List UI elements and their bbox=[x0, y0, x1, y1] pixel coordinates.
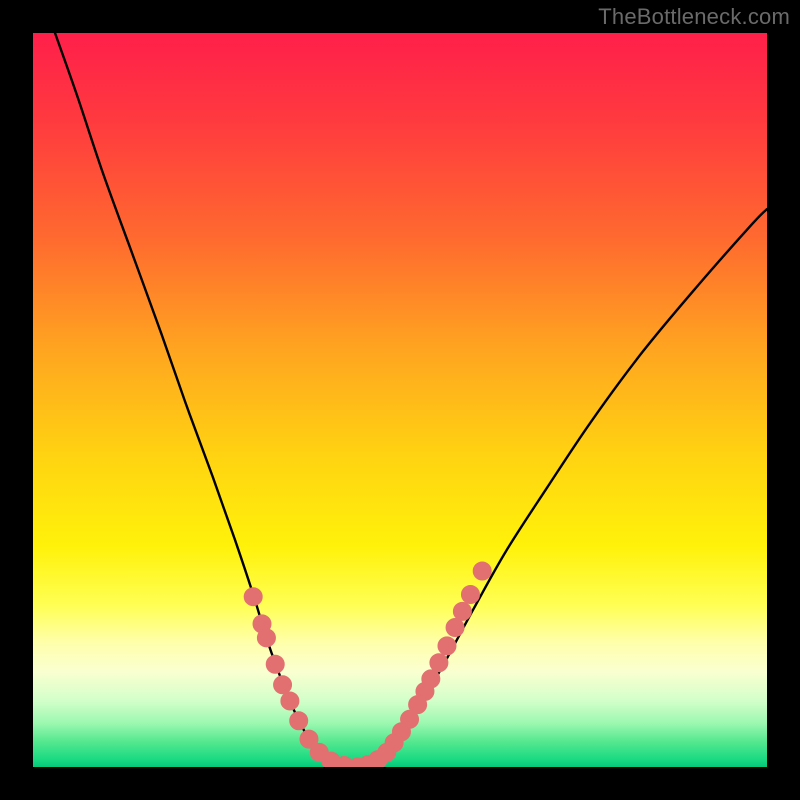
plot-area bbox=[33, 33, 767, 767]
marker-dot bbox=[446, 619, 464, 637]
chart-root: TheBottleneck.com bbox=[0, 0, 800, 800]
marker-dot bbox=[257, 629, 275, 647]
marker-dot bbox=[453, 602, 471, 620]
marker-dot bbox=[461, 586, 479, 604]
chart-svg bbox=[33, 33, 767, 767]
marker-dot bbox=[281, 692, 299, 710]
marker-dot bbox=[422, 670, 440, 688]
marker-dot bbox=[274, 676, 292, 694]
marker-dot bbox=[430, 654, 448, 672]
marker-dot bbox=[473, 562, 491, 580]
watermark-text: TheBottleneck.com bbox=[598, 4, 790, 30]
marker-dot bbox=[290, 712, 308, 730]
marker-dot bbox=[438, 637, 456, 655]
marker-dot bbox=[266, 655, 284, 673]
marker-dot bbox=[244, 588, 262, 606]
gradient-background bbox=[33, 33, 767, 767]
